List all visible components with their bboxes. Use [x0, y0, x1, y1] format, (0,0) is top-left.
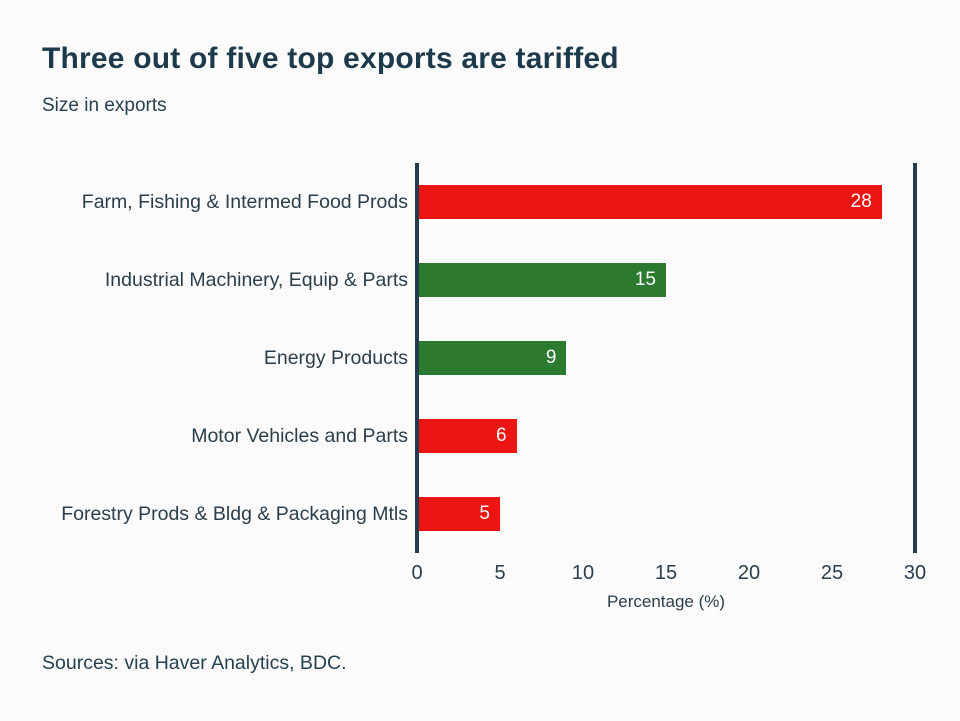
x-tick-label: 10: [571, 562, 595, 584]
bar-tariffed: 5: [419, 497, 500, 531]
category-label: Energy Products: [263, 346, 408, 369]
x-tick-label: 20: [737, 562, 761, 584]
bar-value-label: 9: [545, 347, 557, 368]
x-tick-label: 15: [654, 562, 678, 584]
bar-value-label: 5: [479, 503, 490, 524]
bar-not-tariffed: 15: [419, 263, 666, 297]
x-tick-label: 5: [494, 562, 506, 584]
chart-subtitle: Size in exports: [42, 95, 167, 116]
source-note: Sources: via Haver Analytics, BDC.: [42, 652, 347, 674]
category-label: Forestry Prods & Bldg & Packaging Mtls: [61, 502, 408, 525]
bar-tariffed: 28: [419, 185, 882, 219]
bar-value-label: 15: [634, 269, 656, 290]
x-tick-label: 30: [903, 562, 927, 584]
bar-value-label: 28: [850, 191, 872, 212]
category-label: Farm, Fishing & Intermed Food Prods: [81, 190, 408, 213]
bar-not-tariffed: 9: [419, 341, 567, 375]
x-tick-label: 25: [820, 562, 844, 584]
x-axis-label: Percentage (%): [606, 592, 726, 611]
y-axis-line: [415, 163, 419, 553]
category-label: Motor Vehicles and Parts: [191, 424, 408, 447]
page-title: Three out of five top exports are tariff…: [42, 42, 619, 75]
bar-value-label: 6: [496, 425, 507, 446]
category-label: Industrial Machinery, Equip & Parts: [104, 268, 408, 291]
right-boundary-line: [913, 163, 917, 553]
x-tick-label: 0: [411, 562, 423, 584]
bar-tariffed: 6: [419, 419, 517, 453]
